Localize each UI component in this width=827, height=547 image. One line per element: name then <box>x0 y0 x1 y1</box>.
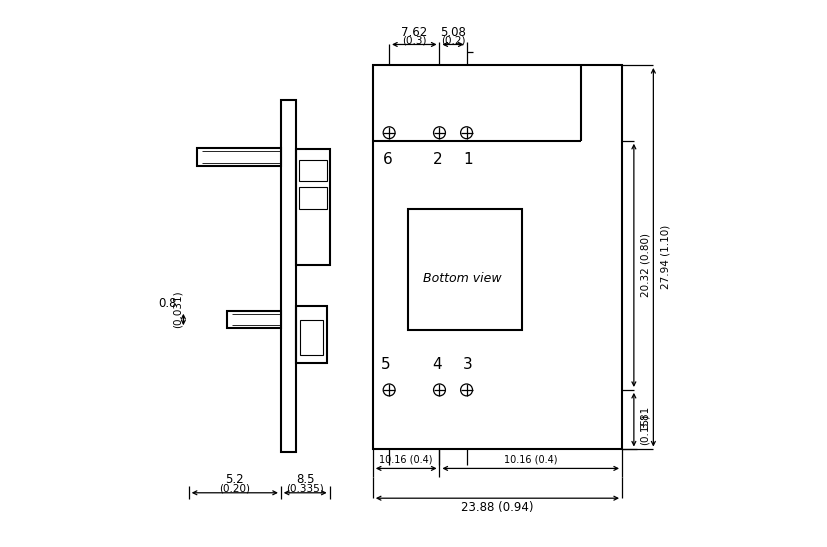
Text: (0.2): (0.2) <box>441 36 466 46</box>
Text: (0.031): (0.031) <box>173 290 183 328</box>
Bar <box>300 319 323 354</box>
Text: (0.3): (0.3) <box>402 36 427 46</box>
Text: 7.62: 7.62 <box>401 26 428 39</box>
Bar <box>197 148 281 166</box>
Text: 3: 3 <box>463 357 472 372</box>
Text: 3.81: 3.81 <box>640 405 650 429</box>
Text: 5: 5 <box>380 357 390 372</box>
Bar <box>281 100 296 452</box>
Text: 27.94 (1.10): 27.94 (1.10) <box>660 225 670 289</box>
Bar <box>299 160 327 182</box>
Text: 5.2: 5.2 <box>226 473 244 486</box>
Text: 1: 1 <box>463 152 472 167</box>
Text: 0.8: 0.8 <box>158 297 176 310</box>
Text: 10.16 (0.4): 10.16 (0.4) <box>504 454 557 464</box>
Text: Bottom view: Bottom view <box>423 272 501 286</box>
Text: 2: 2 <box>433 152 442 167</box>
Text: 8.5: 8.5 <box>296 473 314 486</box>
Bar <box>296 149 330 265</box>
Text: 10.16 (0.4): 10.16 (0.4) <box>380 454 433 464</box>
Text: 5.08: 5.08 <box>440 26 466 39</box>
Text: (0.15): (0.15) <box>640 414 650 445</box>
Bar <box>373 65 622 450</box>
Text: 23.88 (0.94): 23.88 (0.94) <box>461 502 533 514</box>
Text: (0.20): (0.20) <box>219 484 251 493</box>
Bar <box>296 306 327 363</box>
Bar <box>299 187 327 208</box>
Bar <box>408 208 522 330</box>
Bar <box>227 311 281 328</box>
Text: 4: 4 <box>433 357 442 372</box>
Text: (0.335): (0.335) <box>286 484 324 493</box>
Text: 20.32 (0.80): 20.32 (0.80) <box>641 234 651 298</box>
Text: 6: 6 <box>383 152 392 167</box>
